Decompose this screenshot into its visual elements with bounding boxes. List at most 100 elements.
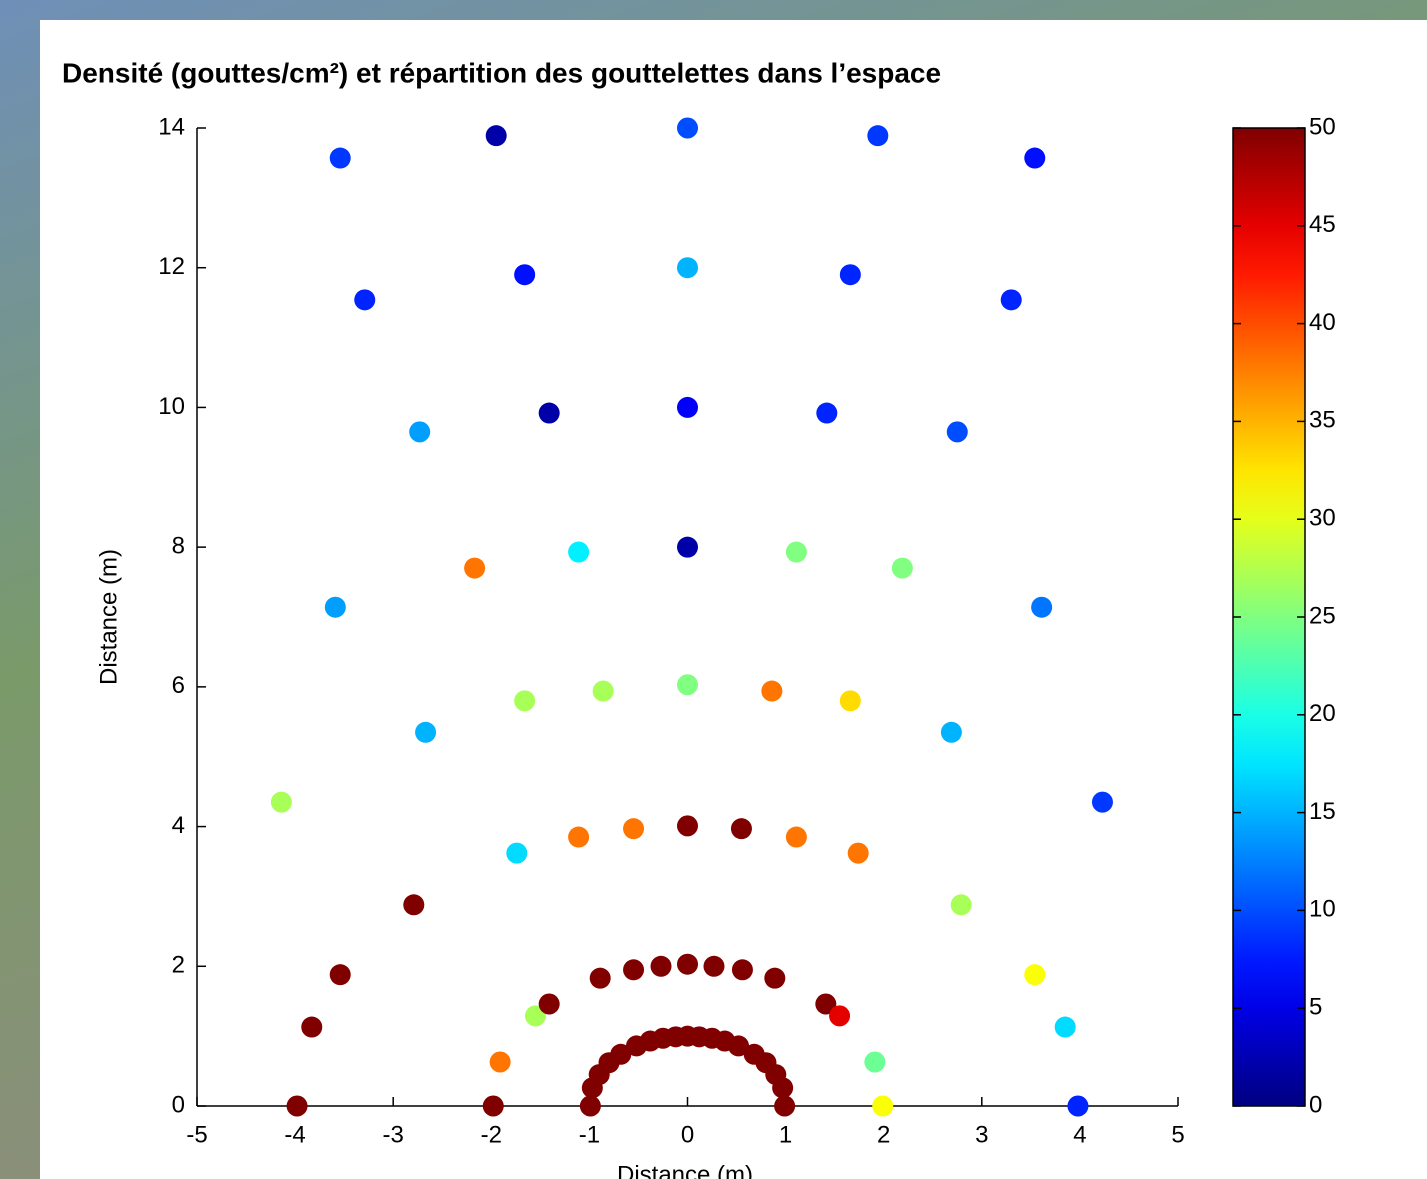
point <box>867 125 889 147</box>
x-tick-label: -1 <box>579 1121 600 1148</box>
x-tick-label: -4 <box>284 1121 305 1148</box>
point <box>485 125 507 147</box>
point <box>1031 596 1053 618</box>
point <box>940 721 962 743</box>
point <box>1000 289 1022 311</box>
point <box>354 289 376 311</box>
x-tick-label: 5 <box>1171 1121 1184 1148</box>
point <box>568 826 590 848</box>
point <box>623 959 645 981</box>
point <box>623 818 645 840</box>
point <box>728 1035 750 1057</box>
point <box>579 1095 601 1117</box>
point <box>538 993 560 1015</box>
point <box>489 1051 511 1073</box>
point <box>524 1005 546 1027</box>
colorbar-tick-label: 25 <box>1309 602 1336 629</box>
colorbar-tick-label: 40 <box>1309 309 1336 336</box>
point <box>703 955 725 977</box>
point <box>592 680 614 702</box>
point <box>816 402 838 424</box>
x-tick-label: -3 <box>383 1121 404 1148</box>
x-tick-label: -5 <box>186 1121 207 1148</box>
point <box>847 842 869 864</box>
point <box>409 421 431 443</box>
point <box>514 264 536 286</box>
point <box>1054 1016 1076 1038</box>
point <box>329 147 351 169</box>
point <box>677 815 698 837</box>
point <box>764 967 786 989</box>
colorbar-tick-label: 45 <box>1309 211 1336 238</box>
y-axis-label: Distance (m) <box>95 549 122 685</box>
point <box>677 396 698 418</box>
colorbar <box>1232 127 1306 1107</box>
point <box>946 421 968 443</box>
point <box>839 264 861 286</box>
point <box>677 117 698 139</box>
point <box>815 993 837 1015</box>
point <box>589 967 611 989</box>
point <box>329 964 351 986</box>
x-tick-label: 4 <box>1073 1121 1086 1148</box>
colorbar-tick-label: 15 <box>1309 798 1336 825</box>
point <box>301 1016 323 1038</box>
colorbar-tick-label: 30 <box>1309 505 1336 532</box>
y-tick-label: 2 <box>172 952 185 979</box>
point <box>785 826 807 848</box>
point <box>1024 964 1046 986</box>
point <box>772 1077 794 1099</box>
y-tick-label: 6 <box>172 672 185 699</box>
point <box>610 1043 632 1065</box>
point <box>324 596 346 618</box>
y-tick-label: 10 <box>158 393 185 420</box>
point <box>731 959 753 981</box>
colorbar-tick-label: 50 <box>1309 113 1336 140</box>
colorbar-tick-label: 0 <box>1309 1091 1322 1118</box>
y-tick-label: 12 <box>158 253 185 280</box>
point <box>650 955 672 977</box>
point <box>464 557 486 579</box>
point <box>1024 147 1046 169</box>
x-tick-label: 0 <box>681 1121 694 1148</box>
point <box>677 953 698 975</box>
colorbar-tick-label: 5 <box>1309 994 1322 1021</box>
point <box>785 541 807 563</box>
point <box>514 690 536 712</box>
colorbar-tick-label: 10 <box>1309 896 1336 923</box>
point <box>677 674 698 696</box>
point <box>270 791 292 813</box>
y-tick-label: 8 <box>172 532 185 559</box>
point <box>1067 1095 1089 1117</box>
point <box>774 1095 796 1117</box>
x-tick-label: 1 <box>779 1121 792 1148</box>
point <box>829 1005 851 1027</box>
x-axis-label: Distance (m) <box>617 1161 753 1179</box>
point <box>403 894 425 916</box>
colorbar-tick-label: 35 <box>1309 407 1336 434</box>
point <box>482 1095 504 1117</box>
point <box>761 680 783 702</box>
point <box>538 402 560 424</box>
point <box>506 842 528 864</box>
point <box>568 541 590 563</box>
point <box>891 557 913 579</box>
chart-title: Densité (gouttes/cm²) et répartition des… <box>62 57 941 88</box>
point <box>677 257 698 279</box>
y-tick-label: 4 <box>172 812 185 839</box>
y-tick-label: 0 <box>172 1091 185 1118</box>
point <box>950 894 972 916</box>
panel <box>40 20 1427 1179</box>
x-tick-label: 2 <box>877 1121 890 1148</box>
point <box>839 690 861 712</box>
x-tick-label: -2 <box>481 1121 502 1148</box>
point <box>286 1095 308 1117</box>
point <box>1091 791 1113 813</box>
x-tick-label: 3 <box>975 1121 988 1148</box>
point <box>872 1095 894 1117</box>
point <box>415 721 437 743</box>
colorbar-tick-label: 20 <box>1309 700 1336 727</box>
point <box>677 536 698 558</box>
